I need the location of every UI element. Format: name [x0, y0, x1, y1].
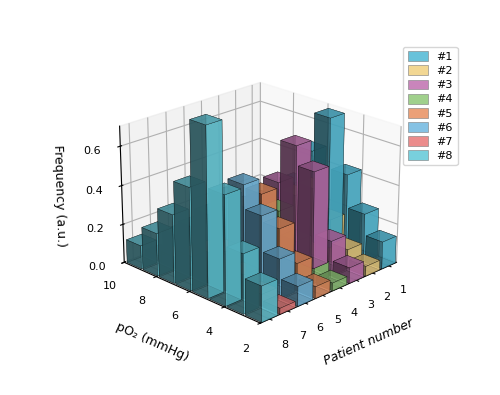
X-axis label: Patient number: Patient number	[322, 316, 415, 368]
Y-axis label: pO₂ (mmHg): pO₂ (mmHg)	[114, 320, 190, 364]
Legend: #1, #2, #3, #4, #5, #6, #7, #8: #1, #2, #3, #4, #5, #6, #7, #8	[403, 47, 458, 166]
